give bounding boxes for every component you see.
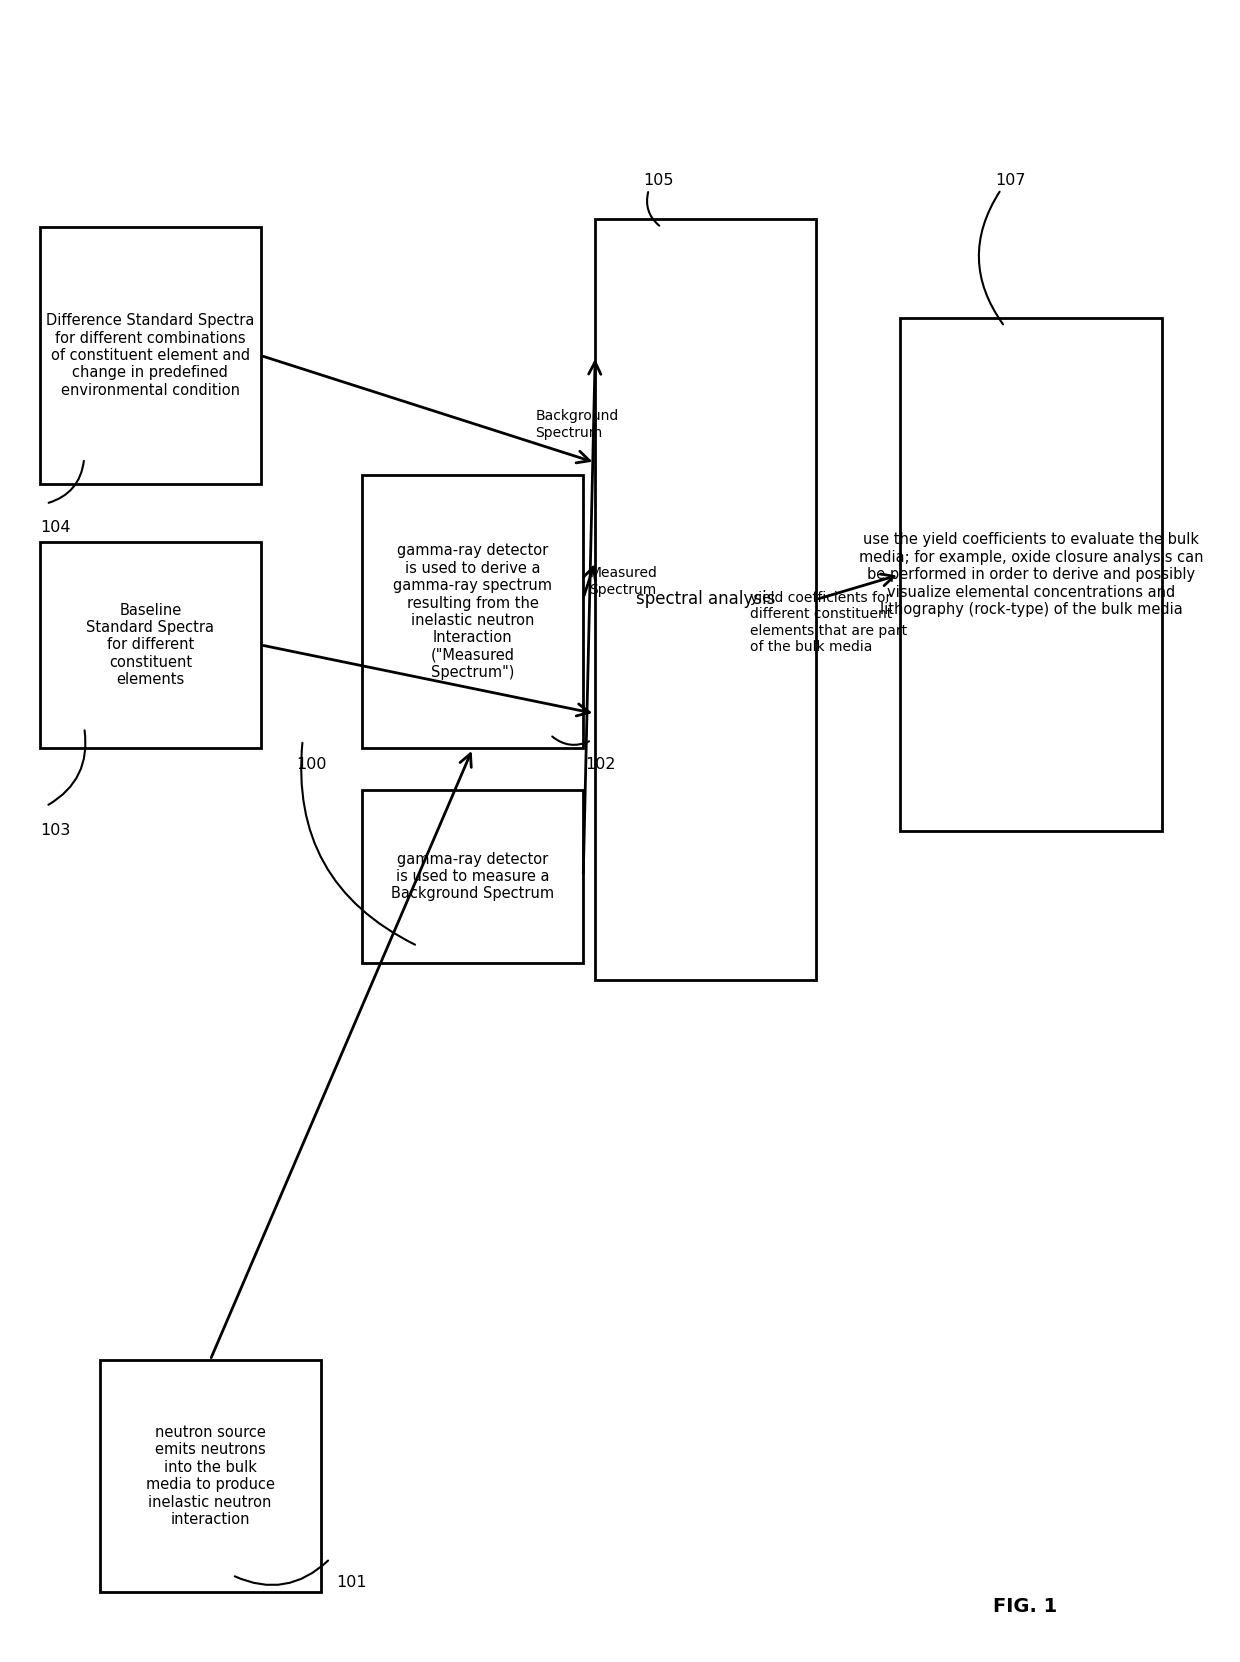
Text: 105: 105	[642, 173, 673, 188]
Text: 104: 104	[40, 520, 71, 535]
Text: gamma-ray detector
is used to measure a
Background Spectrum: gamma-ray detector is used to measure a …	[392, 851, 554, 901]
Bar	[595, 219, 816, 981]
Bar	[99, 1360, 321, 1592]
Text: 103: 103	[40, 823, 71, 838]
Text: neutron source
emits neutrons
into the bulk
media to produce
inelastic neutron
i: neutron source emits neutrons into the b…	[145, 1424, 274, 1527]
Text: 107: 107	[996, 173, 1025, 188]
Bar	[362, 475, 583, 748]
Text: Baseline
Standard Spectra
for different
constituent
elements: Baseline Standard Spectra for different …	[87, 603, 215, 688]
Text: 100: 100	[296, 756, 327, 771]
Text: 101: 101	[336, 1576, 367, 1591]
Text: Background
Spectrum: Background Spectrum	[536, 409, 619, 439]
Text: Measured
Spectrum: Measured Spectrum	[589, 567, 657, 597]
Bar	[362, 789, 583, 964]
Text: FIG. 1: FIG. 1	[993, 1597, 1058, 1617]
Text: Difference Standard Spectra
for different combinations
of constituent element an: Difference Standard Spectra for differen…	[46, 312, 254, 397]
Bar	[40, 228, 260, 484]
Text: gamma-ray detector
is used to derive a
gamma-ray spectrum
resulting from the
ine: gamma-ray detector is used to derive a g…	[393, 543, 552, 680]
Text: spectral analysis: spectral analysis	[636, 590, 775, 608]
Text: use the yield coefficients to evaluate the bulk
media; for example, oxide closur: use the yield coefficients to evaluate t…	[859, 532, 1203, 617]
Text: 102: 102	[585, 756, 616, 771]
Text: yield coefficients for
different constituent
elements that are part
of the bulk : yield coefficients for different constit…	[750, 592, 908, 653]
Bar	[900, 319, 1162, 831]
Bar	[40, 542, 260, 748]
